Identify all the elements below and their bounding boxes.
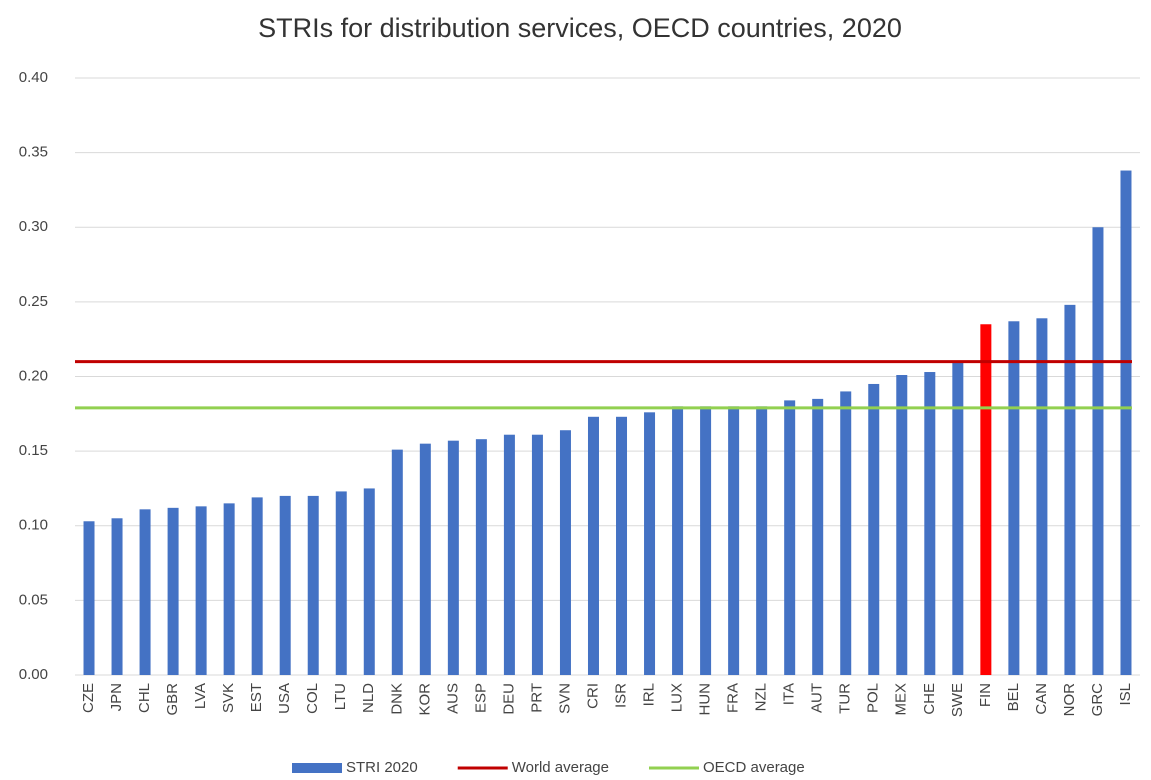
bar <box>503 434 515 675</box>
bar <box>1092 227 1104 675</box>
x-tick-label: NZL <box>753 683 770 711</box>
x-tick-label: CAN <box>1033 683 1050 715</box>
bar <box>812 398 824 675</box>
x-tick-label: CHL <box>136 683 153 713</box>
x-tick-label: ITA <box>781 683 798 705</box>
bar <box>924 372 936 675</box>
bar <box>307 495 319 675</box>
bar <box>700 406 712 675</box>
bar <box>1036 318 1048 675</box>
bar <box>559 430 571 675</box>
bar <box>1064 304 1076 675</box>
x-tick-label: AUT <box>809 683 826 713</box>
y-tick-label: 0.00 <box>19 666 48 683</box>
bar <box>896 375 908 675</box>
x-tick-label: ISR <box>612 683 629 708</box>
bar <box>419 443 431 675</box>
x-tick-label: SWE <box>949 683 966 717</box>
x-tick-label: HUN <box>697 683 714 716</box>
x-tick-label: FRA <box>725 683 742 713</box>
x-tick-label: EST <box>248 683 265 712</box>
bar <box>335 491 347 675</box>
x-tick-label: ISL <box>1117 683 1134 706</box>
y-tick-label: 0.15 <box>19 442 48 459</box>
bar <box>83 521 95 675</box>
bar <box>139 509 151 675</box>
x-tick-label: CHE <box>921 683 938 715</box>
bar <box>1120 170 1132 675</box>
bar <box>195 506 207 675</box>
bar <box>980 324 992 675</box>
x-tick-label: IRL <box>641 683 658 706</box>
x-tick-label: DNK <box>388 683 405 715</box>
x-tick-label: LUX <box>669 683 686 712</box>
x-tick-label: AUS <box>444 683 461 714</box>
x-tick-label: JPN <box>108 683 125 711</box>
x-tick-label: POL <box>865 683 882 713</box>
x-tick-label: FIN <box>977 683 994 707</box>
y-tick-label: 0.25 <box>19 293 48 310</box>
legend-label: STRI 2020 <box>346 759 418 776</box>
x-tick-label: ESP <box>472 683 489 713</box>
y-tick-label: 0.30 <box>19 218 48 235</box>
x-tick-label: TUR <box>837 683 854 714</box>
x-tick-label: KOR <box>416 683 433 716</box>
x-tick-label: GRC <box>1089 683 1106 717</box>
x-tick-label: CZE <box>80 683 97 713</box>
bar <box>784 400 796 675</box>
x-tick-label: SVK <box>220 683 237 713</box>
x-tick-label: NLD <box>360 683 377 713</box>
x-tick-label: GBR <box>164 683 181 716</box>
legend-label: World average <box>512 759 609 776</box>
x-tick-label: COL <box>304 683 321 714</box>
bar <box>672 406 684 675</box>
bar <box>587 416 599 675</box>
x-tick-label: MEX <box>893 683 910 716</box>
bar <box>616 416 628 675</box>
x-tick-label: NOR <box>1061 683 1078 717</box>
bar <box>644 412 656 675</box>
x-tick-label: USA <box>276 683 293 714</box>
bar <box>531 434 543 675</box>
y-tick-label: 0.05 <box>19 591 48 608</box>
bar <box>475 439 487 675</box>
bar <box>1008 321 1020 675</box>
bar <box>363 488 375 675</box>
legend-label: OECD average <box>703 759 805 776</box>
x-tick-label: PRT <box>528 683 545 713</box>
bar <box>167 507 179 675</box>
y-tick-label: 0.20 <box>19 367 48 384</box>
y-tick-label: 0.40 <box>19 69 48 86</box>
x-tick-label: BEL <box>1005 683 1022 711</box>
y-tick-label: 0.10 <box>19 517 48 534</box>
bar <box>223 503 235 675</box>
bar <box>447 440 459 675</box>
bar <box>952 361 964 675</box>
x-tick-label: CRI <box>584 683 601 709</box>
bar <box>251 497 263 675</box>
bar <box>391 449 403 675</box>
bar <box>728 406 740 675</box>
bar <box>840 391 852 675</box>
bar <box>279 495 291 675</box>
y-tick-label: 0.35 <box>19 144 48 161</box>
bar <box>756 406 768 675</box>
legend-swatch <box>292 763 342 773</box>
x-tick-label: DEU <box>500 683 517 715</box>
x-tick-label: LVA <box>192 683 209 709</box>
chart-title: STRIs for distribution services, OECD co… <box>258 13 902 43</box>
x-tick-label: SVN <box>556 683 573 714</box>
bar <box>111 518 123 675</box>
bar <box>868 383 880 675</box>
x-tick-label: LTU <box>332 683 349 710</box>
